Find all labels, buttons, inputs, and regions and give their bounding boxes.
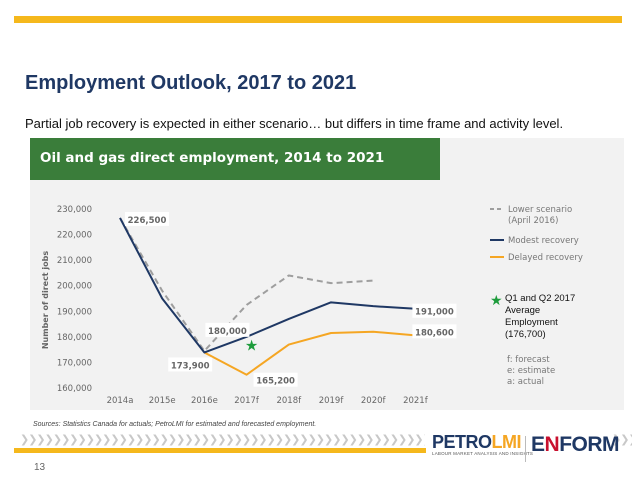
data-label: 173,900 [171, 361, 210, 371]
chart-title-banner [30, 138, 440, 180]
x-tick-label: 2018f [276, 396, 302, 406]
data-label: 180,000 [208, 327, 247, 337]
data-label: 191,000 [415, 308, 454, 318]
star-marker: ★ [245, 336, 258, 354]
y-tick-label: 210,000 [57, 256, 92, 266]
chart-note: a: actual [507, 377, 544, 387]
legend-label: Delayed recovery [508, 253, 583, 263]
star-icon: ★ [490, 292, 503, 308]
chevron-right-icon: ❯❯❯ [612, 434, 632, 446]
chart-panel [30, 138, 624, 410]
series-line [119, 217, 416, 354]
x-tick-label: 2016e [191, 396, 218, 406]
bottom-accent-bar [14, 448, 426, 453]
x-tick-label: 2021f [403, 396, 429, 406]
y-tick-label: 220,000 [57, 231, 92, 241]
legend-label: (April 2016) [508, 216, 558, 226]
x-tick-label: 2019f [319, 396, 345, 406]
data-label-box [205, 322, 250, 337]
data-label-box [253, 372, 298, 387]
petrolmi-logo-lmi: LMI [491, 432, 522, 452]
series-line [203, 330, 416, 376]
legend-label: Lower scenario [508, 205, 572, 215]
top-accent-bar [14, 16, 622, 23]
chevron-right-icon: ❯❯❯❯❯❯❯❯❯❯❯❯❯❯❯❯❯❯❯❯❯❯❯❯❯❯❯❯❯❯❯❯❯❯❯❯❯❯❯❯… [20, 434, 425, 446]
series-line [119, 217, 374, 352]
y-tick-label: 200,000 [57, 282, 92, 292]
y-tick-label: 230,000 [57, 205, 92, 215]
data-label-box [412, 324, 457, 339]
x-tick-label: 2020f [361, 396, 387, 406]
x-tick-label: 2017f [234, 396, 260, 406]
logo-divider [525, 436, 526, 462]
petrolmi-tagline: LABOUR MARKET ANALYSIS AND INSIGHTS [432, 451, 534, 456]
data-label-box [412, 303, 457, 318]
data-label-box [125, 211, 169, 226]
data-label: 226,500 [128, 216, 167, 226]
page-number: 13 [34, 462, 46, 473]
enform-logo: ENFORM [531, 433, 620, 456]
chart-note: e: estimate [507, 366, 555, 376]
y-tick-label: 190,000 [57, 307, 92, 317]
chart-title: Oil and gas direct employment, 2014 to 2… [40, 150, 385, 166]
y-axis-label: Number of direct jobs [41, 251, 50, 350]
data-label-box [168, 357, 213, 372]
data-label: 180,600 [415, 328, 454, 338]
slide-subtitle: Partial job recovery is expected in eith… [25, 116, 564, 131]
sources-note: Sources: Statistics Canada for actuals; … [33, 421, 317, 428]
data-label: 165,200 [256, 377, 295, 387]
chart-note: f: forecast [507, 355, 550, 365]
petrolmi-logo-petro: PETRO [432, 432, 492, 452]
y-tick-label: 170,000 [57, 358, 92, 368]
x-tick-label: 2014a [107, 396, 134, 406]
star-note: Q1 and Q2 2017 Average Employment (176,7… [505, 293, 576, 340]
legend-label: Modest recovery [508, 236, 579, 246]
petrolmi-logo: PETROLMI LABOUR MARKET ANALYSIS AND INSI… [432, 432, 533, 456]
x-tick-label: 2015e [149, 396, 176, 406]
y-tick-label: 180,000 [57, 333, 92, 343]
y-tick-label: 160,000 [57, 384, 92, 394]
slide-title: Employment Outlook, 2017 to 2021 [25, 72, 357, 94]
